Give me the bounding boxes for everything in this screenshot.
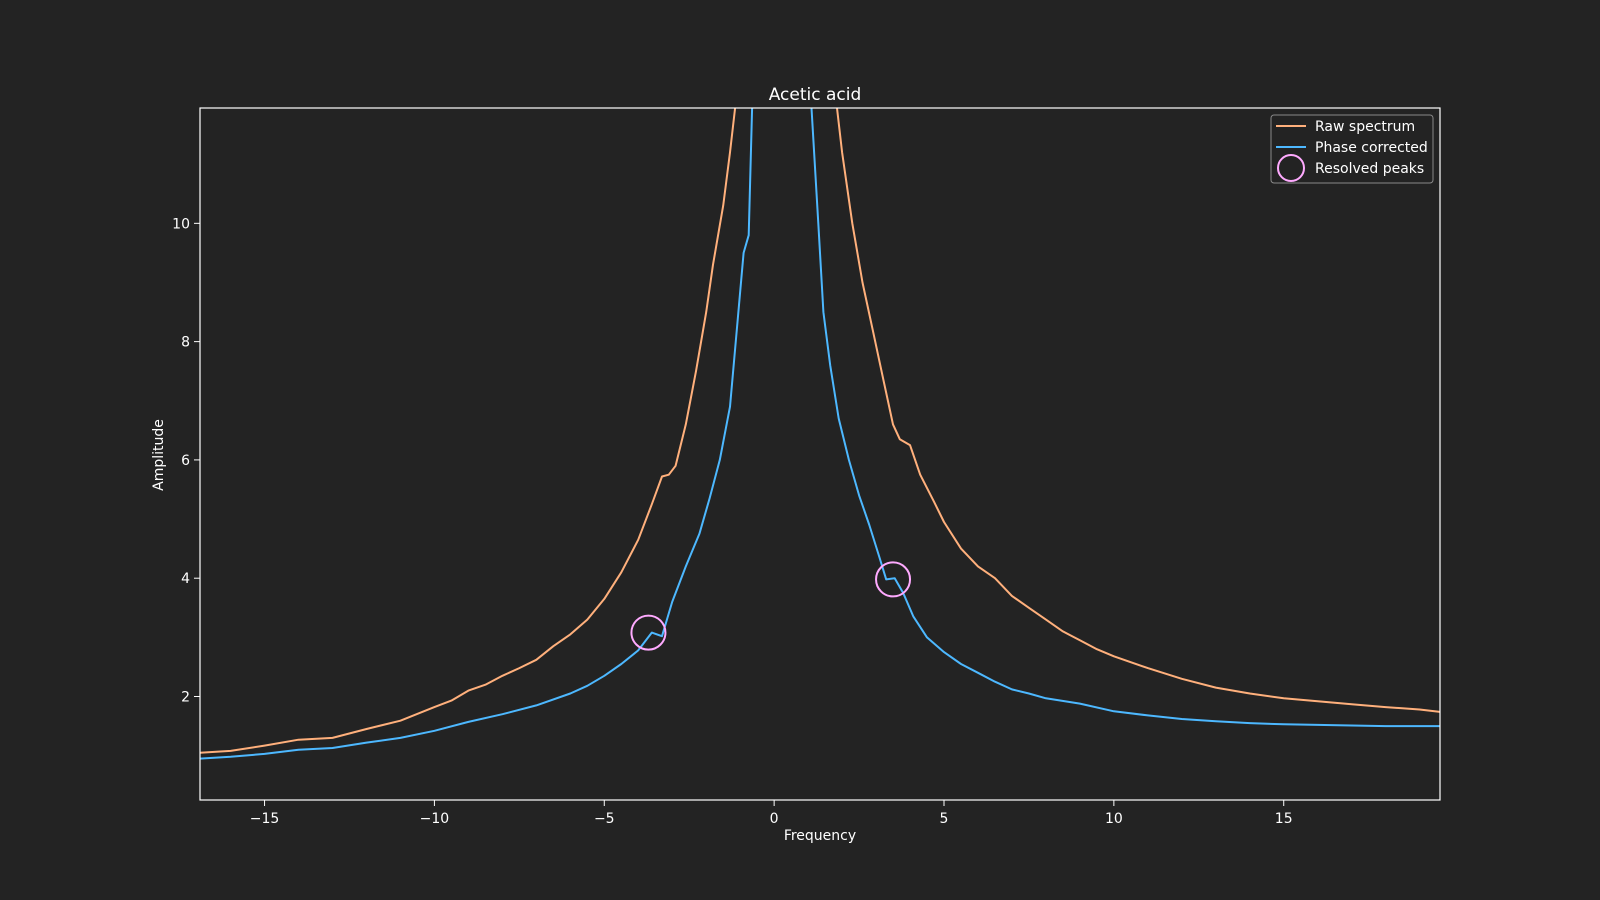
x-tick-label: 5 bbox=[940, 811, 949, 827]
series-line-0 bbox=[200, 108, 737, 754]
x-tick-label: 15 bbox=[1275, 811, 1293, 827]
series-line-3 bbox=[810, 108, 1440, 728]
series-line-1 bbox=[836, 108, 1440, 713]
legend-resolved-peaks-label: Resolved peaks bbox=[1315, 161, 1424, 177]
legend-phase-corrected-label: Phase corrected bbox=[1315, 140, 1428, 156]
x-tick-label: −15 bbox=[250, 811, 280, 827]
legend: Raw spectrum Phase corrected Resolved pe… bbox=[1270, 114, 1434, 184]
legend-resolved-peaks-swatch bbox=[1277, 154, 1305, 182]
plot-frame bbox=[199, 107, 1441, 801]
chart-title: Acetic acid bbox=[769, 85, 862, 105]
y-tick-label: 2 bbox=[181, 689, 190, 705]
resolved-peak-marker-1 bbox=[875, 561, 912, 598]
x-tick-label: −10 bbox=[420, 811, 450, 827]
x-tick-label: 10 bbox=[1105, 811, 1123, 827]
y-tick-label: 8 bbox=[181, 335, 190, 351]
series-line-2 bbox=[200, 108, 754, 760]
y-tick-label: 10 bbox=[172, 216, 190, 232]
x-tick-label: −5 bbox=[594, 811, 615, 827]
x-axis-label: Frequency bbox=[784, 828, 856, 844]
resolved-peak-marker-0 bbox=[630, 614, 667, 651]
y-tick-label: 4 bbox=[181, 571, 190, 587]
y-axis-label: Amplitude bbox=[151, 419, 167, 491]
plot-series-area bbox=[200, 108, 1440, 760]
y-tick-label: 6 bbox=[181, 453, 190, 469]
legend-frame bbox=[1270, 114, 1434, 184]
legend-raw-spectrum-label: Raw spectrum bbox=[1315, 119, 1415, 135]
x-tick-label: 0 bbox=[770, 811, 779, 827]
y-axis: 2 4 6 8 10 bbox=[172, 216, 200, 705]
x-axis: −15 −10 −5 0 5 10 15 bbox=[250, 800, 1293, 827]
